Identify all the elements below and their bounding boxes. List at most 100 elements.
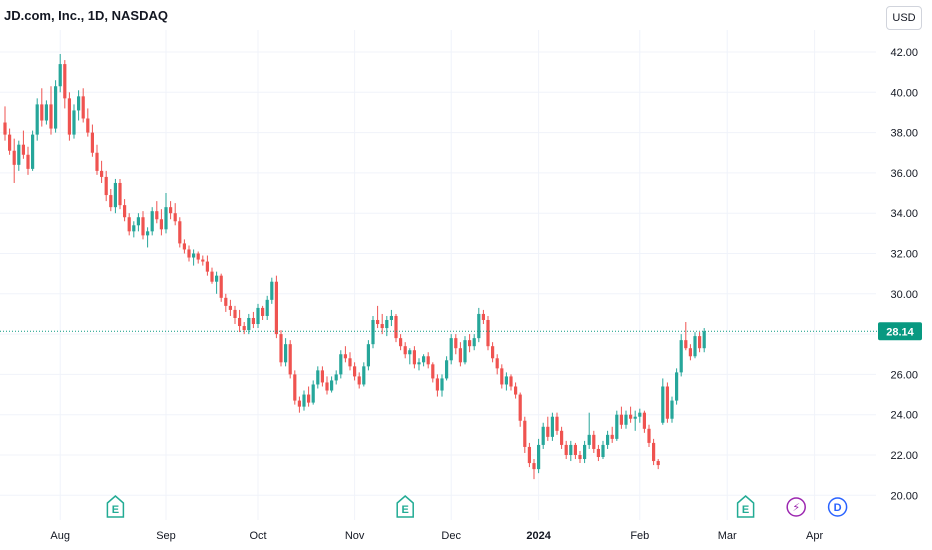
time-axis: Aug Sep Oct Nov Dec 2024 Feb Mar Apr: [50, 530, 823, 542]
candle-body: [665, 386, 669, 419]
candle-body: [638, 412, 642, 417]
candle-body: [523, 420, 527, 447]
event-label: E: [112, 504, 119, 516]
candle-body: [77, 96, 81, 111]
candle-body: [435, 378, 439, 391]
candle-body: [647, 428, 651, 443]
candle-body: [380, 324, 384, 329]
x-tick-label: Nov: [345, 530, 365, 542]
candle-body: [555, 416, 559, 431]
candle-body: [357, 376, 361, 385]
candle-body: [297, 400, 301, 407]
candle-body: [431, 364, 435, 379]
dividend-icon: [827, 497, 848, 517]
candle-body: [109, 195, 113, 208]
candle-body: [182, 243, 186, 250]
candle-body: [343, 354, 347, 359]
candle-body: [187, 249, 191, 258]
candle-body: [385, 319, 389, 329]
candle-body: [541, 426, 545, 445]
candle-body: [159, 219, 163, 230]
y-tick-label: 30.00: [890, 289, 918, 301]
candle-body: [136, 217, 140, 226]
candle-body: [412, 350, 416, 365]
y-tick-label: 36.00: [890, 168, 918, 180]
y-tick-label: 26.00: [890, 369, 918, 381]
y-tick-label: 34.00: [890, 208, 918, 220]
candle-body: [72, 110, 76, 135]
candle-body: [449, 338, 453, 361]
events-row: E E E ⚡ D: [106, 495, 848, 518]
candle-body: [104, 176, 108, 196]
candle-body: [164, 207, 168, 230]
candle-body: [652, 442, 656, 462]
candle-body: [26, 154, 30, 169]
candle-body: [440, 378, 444, 391]
candle-body: [537, 444, 541, 470]
candle-body: [527, 446, 531, 464]
candle-body: [560, 430, 564, 445]
candle-body: [583, 444, 587, 460]
candle-body: [146, 231, 150, 236]
candle-body: [670, 400, 674, 419]
candle-body: [238, 317, 242, 327]
candle-body: [288, 344, 292, 375]
candle-body: [633, 416, 637, 419]
candle-body: [445, 360, 449, 379]
candle-body: [196, 253, 200, 260]
candle-body: [123, 205, 127, 218]
y-tick-label: 24.00: [890, 410, 918, 422]
candle-body: [219, 275, 223, 298]
candle-body: [17, 144, 21, 165]
candle-body: [307, 394, 311, 403]
x-tick-label: Feb: [630, 530, 649, 542]
candle-body: [251, 317, 255, 325]
candle-body: [265, 299, 269, 316]
y-tick-label: 42.00: [890, 47, 918, 59]
chart-title: JD.com, Inc., 1D, NASDAQ: [4, 8, 168, 23]
candle-body: [325, 382, 329, 391]
y-tick-label: 32.00: [890, 249, 918, 261]
candle-body: [8, 134, 12, 151]
event-label: E: [402, 504, 409, 516]
candle-body: [40, 104, 44, 121]
y-tick-label: 22.00: [890, 450, 918, 462]
candle-body: [113, 182, 117, 208]
candle-body: [642, 412, 646, 429]
candle-body: [486, 319, 490, 347]
candle-body: [481, 313, 485, 320]
candle-body: [569, 444, 573, 455]
candle-body: [348, 358, 352, 367]
candles: [0, 54, 878, 480]
x-tick-label: 2024: [526, 530, 551, 542]
candle-body: [366, 344, 370, 367]
grid-lines: [0, 30, 876, 520]
currency-button[interactable]: USD: [886, 6, 922, 30]
candle-body: [477, 313, 481, 339]
candle-body: [247, 317, 251, 331]
candle-body: [592, 434, 596, 449]
candle-body: [426, 356, 430, 365]
candle-body: [95, 152, 99, 171]
candle-body: [35, 104, 39, 135]
candle-body: [90, 132, 94, 153]
candle-body: [615, 414, 619, 439]
candle-body: [233, 309, 237, 318]
candle-body: [311, 384, 315, 403]
candle-body: [495, 358, 499, 369]
earnings-icon: [736, 495, 755, 518]
candle-body: [316, 370, 320, 385]
candle-body: [67, 98, 71, 135]
candle-body: [514, 386, 518, 395]
candle-body: [215, 275, 219, 282]
candle-body: [141, 217, 145, 236]
candle-body: [394, 315, 398, 339]
price-axis: 20.0022.0024.0026.0028.0030.0032.0034.00…: [878, 47, 922, 502]
candle-body: [293, 374, 297, 401]
candle-body: [661, 386, 665, 423]
candle-body: [693, 336, 697, 357]
candle-body: [610, 434, 614, 439]
candle-body: [173, 213, 177, 222]
candle-body: [58, 64, 62, 87]
